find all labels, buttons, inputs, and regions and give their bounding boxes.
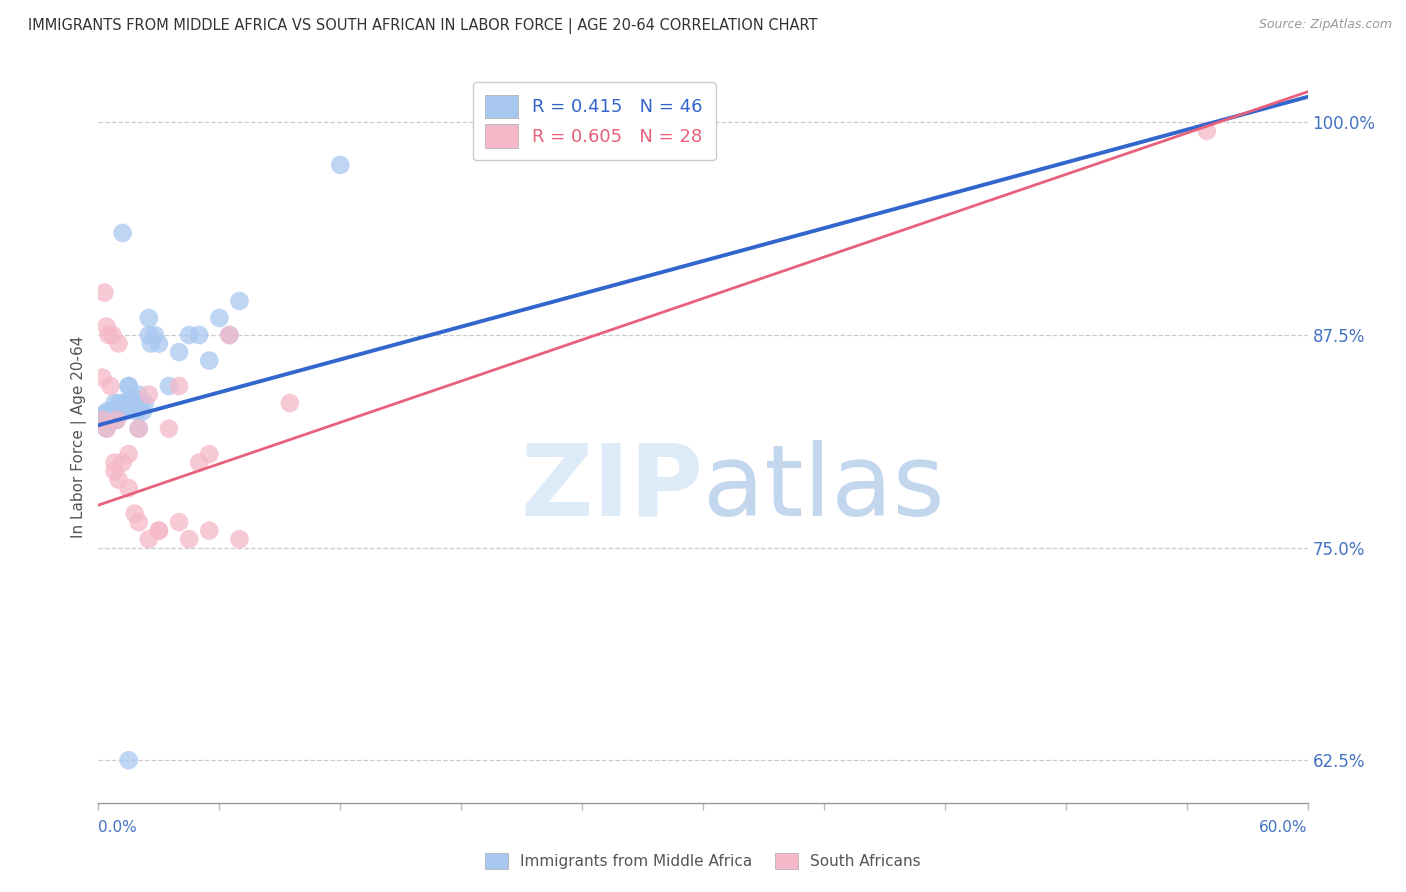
Point [96,319,118,334]
Point [93,408,115,422]
Point [198,524,221,538]
Point [93,285,115,300]
Point [329,158,352,172]
Point [138,328,160,343]
Point [110,404,132,418]
Point [1195,124,1218,138]
Point [118,753,141,767]
Point [96,421,118,435]
Point [91,413,114,427]
Text: atlas: atlas [703,440,945,537]
Y-axis label: In Labor Force | Age 20-64: In Labor Force | Age 20-64 [72,336,87,538]
Text: 0.0%: 0.0% [98,820,138,835]
Point [107,396,129,410]
Point [128,387,150,401]
Point [100,408,122,422]
Point [278,396,301,410]
Point [111,396,134,410]
Point [97,328,120,343]
Point [128,421,150,435]
Point [129,396,152,410]
Point [138,311,160,326]
Point [148,524,170,538]
Point [198,447,221,461]
Point [134,396,156,410]
Point [101,408,124,422]
Point [179,328,201,343]
Point [96,421,118,435]
Point [118,379,141,393]
Point [93,408,115,422]
Point [228,532,250,546]
Text: 60.0%: 60.0% [1260,820,1308,835]
Point [167,345,190,359]
Point [103,404,125,418]
Text: ZIP: ZIP [520,440,703,537]
Point [121,391,143,405]
Point [128,421,150,435]
Point [118,481,141,495]
Point [120,396,142,410]
Point [138,532,160,546]
Point [103,464,125,478]
Point [218,328,240,343]
Point [125,404,148,418]
Text: IMMIGRANTS FROM MIDDLE AFRICA VS SOUTH AFRICAN IN LABOR FORCE | AGE 20-64 CORREL: IMMIGRANTS FROM MIDDLE AFRICA VS SOUTH A… [28,18,818,34]
Point [218,328,240,343]
Point [114,404,136,418]
Point [111,226,134,240]
Legend: R = 0.415   N = 46, R = 0.605   N = 28: R = 0.415 N = 46, R = 0.605 N = 28 [472,82,716,161]
Legend: Immigrants from Middle Africa, South Africans: Immigrants from Middle Africa, South Afr… [479,847,927,875]
Point [188,328,211,343]
Point [132,404,155,418]
Point [198,353,221,368]
Point [107,336,129,351]
Point [101,328,124,343]
Point [100,413,122,427]
Point [105,413,128,427]
Point [138,387,160,401]
Point [91,370,114,384]
Point [188,456,211,470]
Point [91,413,114,427]
Point [157,421,180,435]
Point [143,328,166,343]
Point [107,404,129,418]
Point [148,336,170,351]
Point [97,413,120,427]
Point [107,473,129,487]
Point [148,524,170,538]
Point [118,447,141,461]
Point [124,396,146,410]
Point [97,404,120,418]
Point [128,515,150,529]
Point [103,396,125,410]
Point [179,532,201,546]
Point [103,456,125,470]
Point [111,456,134,470]
Point [167,379,190,393]
Point [100,379,122,393]
Point [118,379,141,393]
Point [139,336,162,351]
Text: Source: ZipAtlas.com: Source: ZipAtlas.com [1258,18,1392,31]
Point [115,396,138,410]
Point [167,515,190,529]
Point [96,404,118,418]
Point [124,507,146,521]
Point [208,311,231,326]
Point [157,379,180,393]
Point [105,413,128,427]
Point [228,293,250,308]
